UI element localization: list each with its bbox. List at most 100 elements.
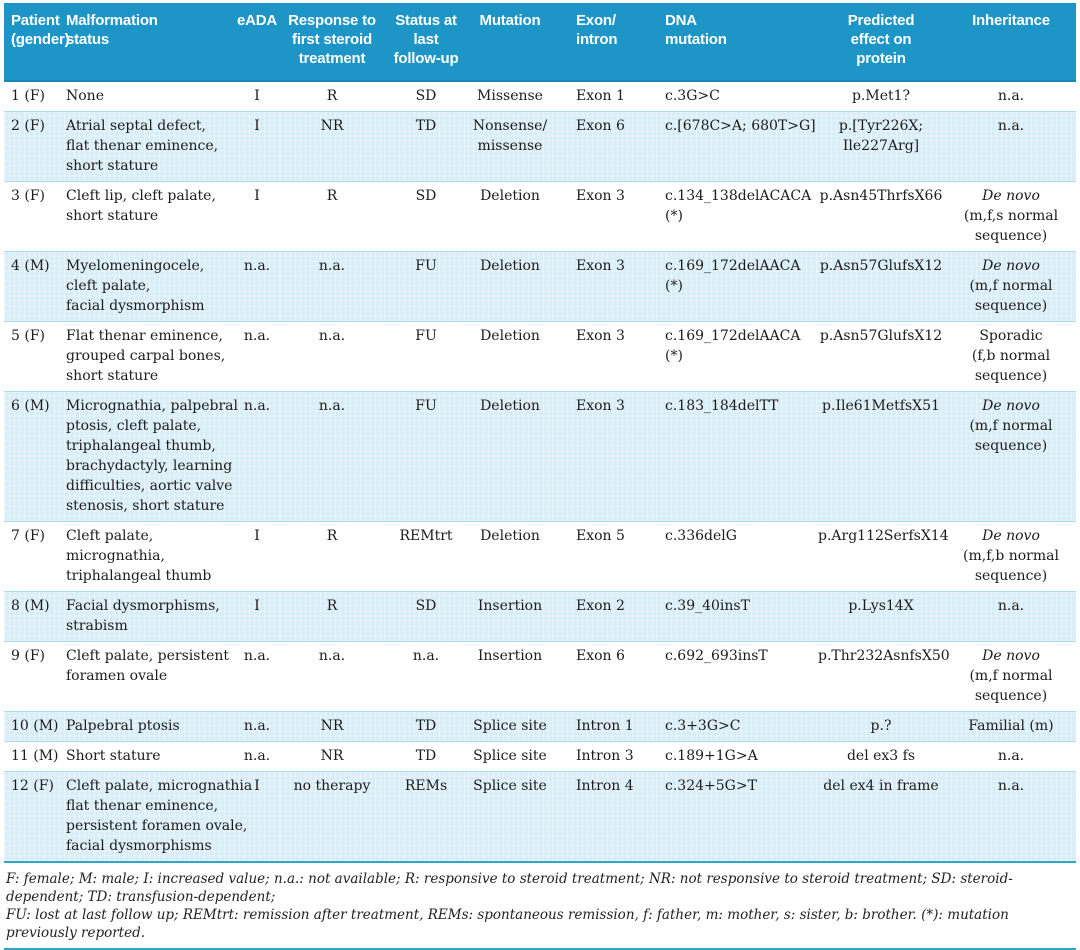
cell-protein: p.Lys14X [816,591,946,642]
inheritance-text: Familial (m) [968,718,1054,734]
cell-status: FU [384,391,468,522]
cell-dna: c.169_172delAACA (*) [656,251,816,322]
cell-malformation: Short stature [64,741,234,772]
table-row: 12 (F) Cleft palate, micrognathia flat th… [4,771,1076,863]
cell-status: REMs [384,771,468,863]
cell-eada: n.a. [234,321,280,392]
cell-mutation: Deletion [468,181,552,252]
cell-response: NR [280,111,384,182]
cell-patient: 2 (F) [4,111,64,182]
table-row: 9 (F) Cleft palate, persistent foramen ov… [4,641,1076,712]
table-row: 3 (F) Cleft lip, cleft palate, short stat… [4,181,1076,252]
table-row: 11 (M) Short stature n.a. NR TD Splice site In… [4,741,1076,772]
table-row: 8 (M) Facial dysmorphisms, strabism I R SD In… [4,591,1076,642]
cell-mutation: Splice site [468,771,552,863]
cell-exon: Intron 1 [552,711,656,742]
cell-response: n.a. [280,251,384,322]
table-header-row: Patient (gender) Malformation status eADA R… [4,3,1076,82]
column-header-response: Response to first steroid treatment [280,3,384,82]
cell-inheritance: De novo (m,f normal sequence) [946,391,1076,522]
inheritance-text: (m,f,b normal sequence) [963,548,1059,584]
table-body: 1 (F) None I R SD Missense Exon 1 c.3G>C p.Met1?… [4,81,1076,863]
inheritance-text: n.a. [997,778,1025,794]
cell-response: n.a. [280,391,384,522]
cell-malformation: Flat thenar eminence, grouped carpal bon… [64,321,234,392]
cell-patient: 7 (F) [4,521,64,592]
column-header-malformation: Malformation status [64,3,234,82]
cell-response: no therapy [280,771,384,863]
table-row: 7 (F) Cleft palate, micrognathia, triphal… [4,521,1076,592]
cell-patient: 9 (F) [4,641,64,712]
cell-exon: Intron 4 [552,771,656,863]
cell-status: SD [384,181,468,252]
table-row: 10 (M) Palpebral ptosis n.a. NR TD Splice sit… [4,711,1076,742]
cell-patient: 10 (M) [4,711,64,742]
column-header-patient: Patient (gender) [4,3,70,82]
cell-malformation: Facial dysmorphisms, strabism [64,591,234,642]
cell-patient: 5 (F) [4,321,64,392]
table-row: 1 (F) None I R SD Missense Exon 1 c.3G>C p.Met1?… [4,81,1076,112]
column-header-eada: eADA [234,3,280,82]
inheritance-text: (m,f,s normal sequence) [963,208,1059,244]
patients-mutation-table: Patient (gender) Malformation status eADA R… [4,3,1076,863]
cell-exon: Exon 3 [552,391,656,522]
cell-inheritance: Sporadic (f,b normal sequence) [946,321,1076,392]
column-header-dna: DNA mutation [656,3,816,82]
footnote-line-2: FU: lost at last follow up; REMtrt: remi… [6,907,1009,941]
inheritance-text: n.a. [997,598,1025,614]
cell-status: FU [384,251,468,322]
cell-eada: n.a. [234,391,280,522]
de-novo-label: De novo [982,528,1040,544]
cell-dna: c.189+1G>A [656,741,816,772]
cell-dna: c.39_40insT [656,591,816,642]
cell-protein: p.Asn57GlufsX12 [816,321,946,392]
cell-protein: p.Ile61MetfsX51 [816,391,946,522]
cell-exon: Exon 1 [552,81,656,112]
de-novo-label: De novo [982,648,1040,664]
cell-status: SD [384,81,468,112]
column-header-exon: Exon/ intron [552,3,656,82]
cell-response: n.a. [280,641,384,712]
cell-inheritance: De novo (m,f,b normal sequence) [946,521,1076,592]
table-row: 6 (M) Micrognathia, palpebral ptosis, cle… [4,391,1076,522]
cell-exon: Exon 3 [552,251,656,322]
column-header-status: Status at last follow-up [384,3,468,82]
cell-response: R [280,81,384,112]
cell-mutation: Insertion [468,591,552,642]
column-header-inheritance: Inheritance [946,3,1076,82]
cell-dna: c.692_693insT [656,641,816,712]
inheritance-text: n.a. [997,118,1025,134]
cell-exon: Exon 6 [552,641,656,712]
cell-eada: I [234,771,280,863]
cell-patient: 4 (M) [4,251,64,322]
cell-dna: c.3+3G>C [656,711,816,742]
cell-malformation: Myelomeningocele, cleft palate, facial d… [64,251,234,322]
cell-response: NR [280,741,384,772]
inheritance-text: (m,f normal sequence) [969,418,1053,454]
cell-patient: 3 (F) [4,181,64,252]
cell-eada: I [234,181,280,252]
inheritance-text: (m,f normal sequence) [969,278,1053,314]
cell-eada: n.a. [234,711,280,742]
cell-malformation: Micrognathia, palpebral ptosis, cleft pa… [64,391,238,522]
cell-inheritance: De novo (m,f normal sequence) [946,641,1076,712]
cell-inheritance: n.a. [946,741,1076,772]
cell-status: TD [384,741,468,772]
cell-response: NR [280,711,384,742]
cell-protein: del ex3 fs [816,741,946,772]
cell-mutation: Deletion [468,251,552,322]
cell-dna: c.3G>C [656,81,816,112]
cell-inheritance: n.a. [946,771,1076,863]
de-novo-label: De novo [982,398,1040,414]
table-row: 2 (F) Atrial septal defect, flat thenar e… [4,111,1076,182]
cell-protein: p.Arg112SerfsX14 [816,521,949,592]
cell-eada: n.a. [234,251,280,322]
cell-protein: p.Thr232AsnfsX50 [816,641,950,712]
cell-eada: I [234,111,280,182]
inheritance-text: (m,f normal sequence) [969,668,1053,704]
cell-exon: Exon 5 [552,521,656,592]
cell-patient: 1 (F) [4,81,64,112]
cell-dna: c.336delG [656,521,816,592]
cell-response: R [280,181,384,252]
cell-mutation: Splice site [468,711,552,742]
